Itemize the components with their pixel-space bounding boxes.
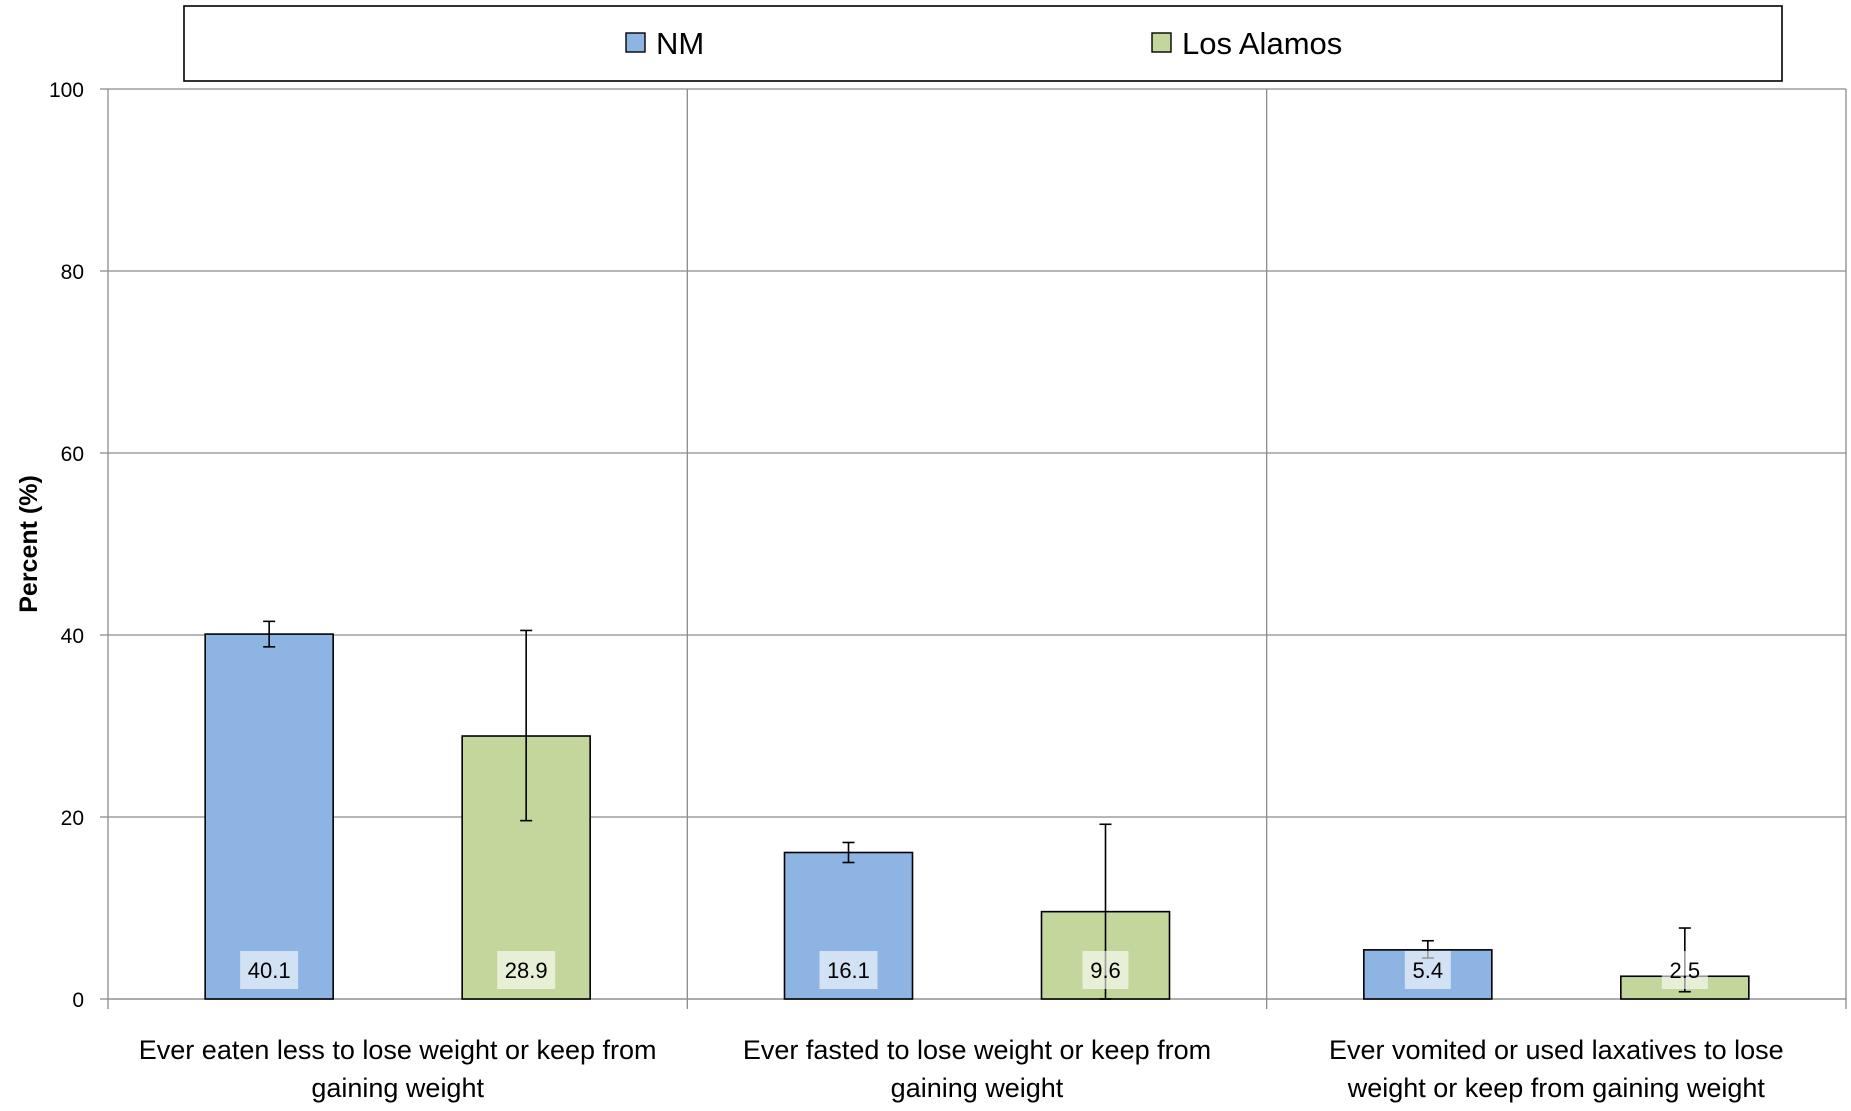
data-label: 40.1: [248, 958, 291, 983]
y-tick-label: 40: [61, 625, 84, 648]
data-label: 28.9: [505, 958, 548, 983]
category-label: gaining weight: [311, 1073, 484, 1103]
data-label-background: [240, 951, 299, 989]
y-tick-label: 80: [61, 261, 84, 284]
legend-label: Los Alamos: [1182, 26, 1342, 61]
data-label-background: [1404, 951, 1451, 989]
category-label: Ever vomited or used laxatives to lose: [1329, 1035, 1784, 1065]
bar: [204, 633, 334, 1000]
y-tick-label: 100: [49, 79, 84, 102]
category-label: gaining weight: [891, 1073, 1064, 1103]
category-label: weight or keep from gaining weight: [1347, 1073, 1766, 1103]
data-label: 9.6: [1090, 958, 1121, 983]
y-tick-label: 60: [61, 443, 84, 466]
data-label-background: [1082, 951, 1129, 989]
y-axis-title: Percent (%): [15, 475, 43, 613]
data-label: 5.4: [1413, 958, 1444, 983]
data-label-background: [819, 951, 878, 989]
legend-label: NM: [656, 26, 704, 61]
data-label: 16.1: [827, 958, 870, 983]
data-label-background: [1661, 951, 1708, 989]
y-tick-label: 20: [61, 807, 84, 830]
legend-swatch: [625, 32, 646, 53]
legend-swatch: [1151, 32, 1172, 53]
category-label: Ever fasted to lose weight or keep from: [743, 1035, 1211, 1065]
legend-box: [183, 5, 1783, 82]
category-label: Ever eaten less to lose weight or keep f…: [139, 1035, 657, 1065]
data-label: 2.5: [1670, 958, 1701, 983]
y-tick-label: 0: [72, 989, 84, 1012]
data-label-background: [497, 951, 556, 989]
